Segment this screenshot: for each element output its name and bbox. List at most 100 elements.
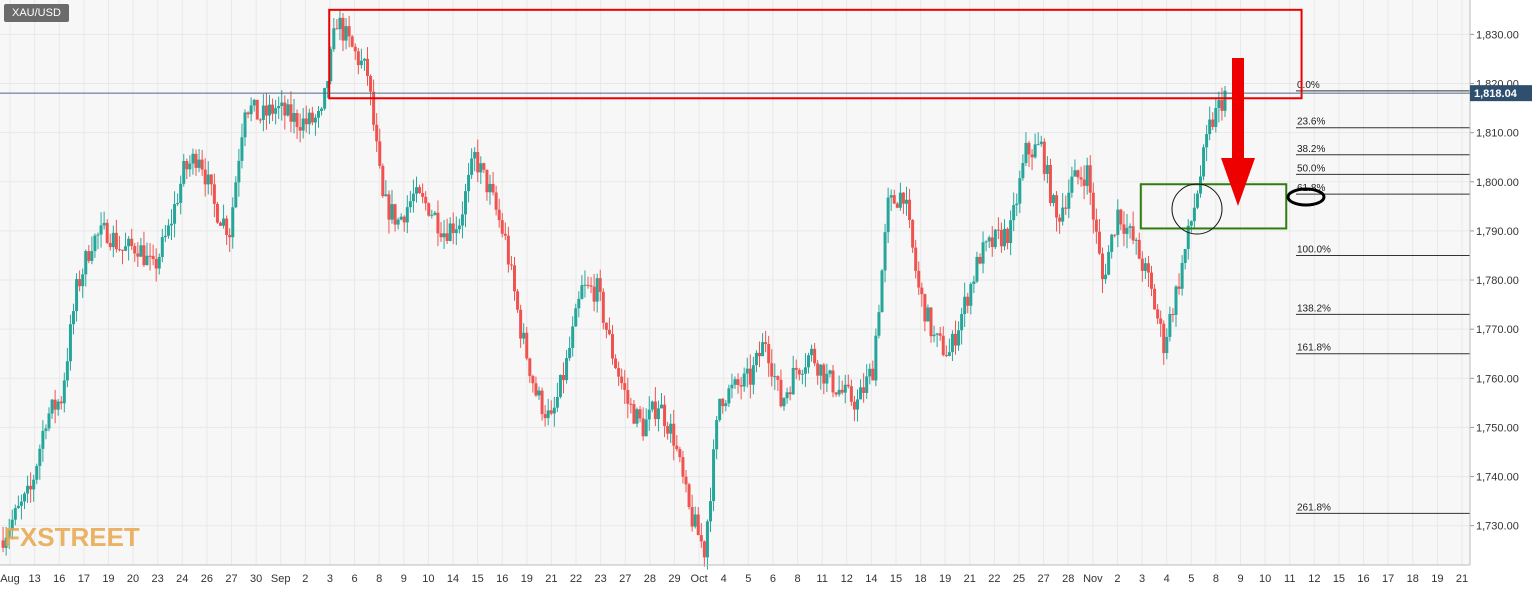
candle-body (1186, 225, 1190, 249)
candle-body (295, 113, 299, 128)
candle-body (825, 373, 829, 384)
candle-body (188, 163, 192, 170)
candle-body (892, 195, 896, 204)
candle-body (859, 387, 863, 400)
candle-body (938, 333, 942, 336)
candle-body (963, 296, 967, 315)
candle-body (1217, 100, 1221, 109)
candle-body (555, 396, 559, 408)
candle-body (1153, 288, 1157, 310)
candle-body (359, 60, 363, 66)
candle-body (219, 222, 222, 226)
candle-body (1061, 207, 1065, 222)
candle-body (264, 105, 268, 116)
candle-body (509, 264, 513, 266)
candle-body (78, 279, 82, 287)
candle-body (715, 420, 719, 450)
x-tick-label: 11 (1284, 573, 1295, 585)
x-tick-label: 6 (770, 573, 776, 585)
y-tick-label: 1,760.00 (1476, 373, 1519, 385)
candle-body (298, 127, 302, 131)
candle-body (433, 212, 437, 215)
candle-body (157, 256, 161, 269)
grid (0, 0, 1470, 565)
candle-body (601, 291, 605, 323)
candle-body (905, 199, 908, 204)
x-tick-label: 2 (302, 573, 308, 585)
candle-body (231, 207, 235, 238)
fib-label: 100.0% (1297, 244, 1331, 255)
candle-body (148, 255, 152, 257)
candle-body (1009, 220, 1013, 244)
candle-body (332, 28, 336, 50)
candle-body (4, 537, 8, 548)
candle-body (19, 501, 23, 506)
candle-body (558, 374, 562, 397)
y-tick-label: 1,740.00 (1476, 472, 1519, 484)
candle-body (843, 384, 847, 393)
x-tick-label: 11 (816, 573, 827, 585)
candle-body (427, 203, 431, 216)
candle-body (399, 216, 403, 220)
candle-body (415, 187, 418, 194)
fibonacci-levels: 0.0%23.6%38.2%50.0%61.8%100.0%138.2%161.… (1296, 80, 1470, 514)
candle-body (782, 398, 786, 407)
y-tick-label: 1,810.00 (1476, 128, 1519, 140)
candle-body (862, 387, 866, 393)
candle-body (114, 232, 118, 250)
candle-body (160, 237, 164, 257)
candle-body (957, 330, 961, 346)
candle-body (653, 401, 657, 420)
candle-body (972, 281, 976, 285)
candle-body (90, 251, 94, 261)
candle-body (1134, 239, 1138, 241)
candle-body (513, 265, 516, 292)
y-tick-label: 1,780.00 (1476, 275, 1519, 287)
x-tick-label: Sep (271, 573, 291, 585)
candle-body (212, 184, 216, 204)
candle-body (978, 256, 982, 264)
candle-body (50, 399, 54, 414)
candle-body (166, 225, 170, 236)
candle-body (1085, 165, 1089, 186)
candle-body (430, 214, 434, 216)
candle-body (1202, 147, 1206, 177)
candle-body (130, 238, 134, 247)
candle-body (880, 270, 884, 313)
fib-618-ellipse (1286, 187, 1326, 207)
x-tick-label: 19 (939, 573, 951, 585)
candle-body (644, 419, 648, 437)
candle-body (693, 514, 697, 527)
candle-body (543, 414, 547, 419)
candle-body (696, 514, 700, 536)
candle-body (1030, 154, 1034, 158)
candle-body (604, 322, 608, 330)
candle-body (920, 287, 924, 295)
candle-body (1058, 217, 1062, 222)
x-tick-label: 15 (1333, 573, 1345, 585)
candle-body (154, 259, 158, 269)
x-tick-label: 9 (1237, 573, 1243, 585)
candle-body (1150, 272, 1153, 289)
candle-body (240, 137, 244, 161)
candle-body (280, 102, 284, 106)
candle-body (666, 426, 670, 434)
candle-body (99, 225, 103, 235)
candle-body (234, 182, 238, 208)
candle-body (966, 296, 970, 306)
candle-body (1205, 134, 1209, 148)
candle-body (1156, 309, 1160, 319)
candle-body (883, 232, 887, 271)
candle-body (767, 343, 771, 364)
candle-body (1195, 193, 1199, 208)
candle-body (834, 392, 838, 395)
candle-body (464, 191, 467, 215)
candle-body (709, 501, 712, 522)
candle-body (519, 309, 523, 339)
candle-body (791, 367, 795, 395)
candle-body (917, 270, 921, 288)
candle-body (788, 392, 792, 395)
candle-body (914, 247, 918, 271)
candle-body (690, 507, 694, 527)
fib-label: 0.0% (1297, 80, 1320, 91)
